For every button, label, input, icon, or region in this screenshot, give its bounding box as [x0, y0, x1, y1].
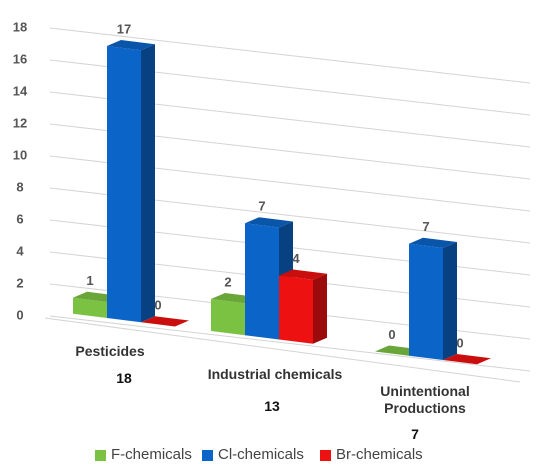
bar-top — [245, 217, 293, 228]
bar-top — [443, 354, 491, 365]
legend-swatch — [95, 450, 106, 461]
category-total: 18 — [116, 370, 132, 386]
x-tick-label: Unintentional Productions — [380, 383, 470, 416]
bar-front — [279, 275, 313, 344]
x-tick-label: Industrial chemicals — [207, 366, 343, 382]
legend-label: Br-chemicals — [336, 446, 423, 463]
bar — [279, 269, 327, 344]
y-tick-label: 12 — [13, 115, 27, 130]
data-label: 0 — [456, 335, 463, 350]
legend-swatch — [202, 450, 213, 461]
y-tick-label: 0 — [16, 307, 23, 322]
data-label: 1 — [86, 273, 93, 288]
x-tick-label: Pesticides — [75, 343, 145, 359]
y-tick-label: 6 — [16, 211, 23, 226]
y-tick-label: 18 — [13, 19, 27, 34]
data-label: 4 — [292, 251, 300, 266]
legend-label: Cl-chemicals — [218, 446, 304, 463]
bar-front — [211, 299, 245, 336]
category-total: 13 — [264, 398, 280, 414]
grid-line — [49, 315, 531, 372]
data-label: 2 — [224, 274, 231, 289]
y-tick-label: 8 — [16, 179, 23, 194]
bar-top — [279, 269, 327, 280]
bar-front — [409, 243, 443, 360]
bar — [409, 237, 457, 360]
y-tick-label: 16 — [13, 51, 27, 66]
bar-front — [107, 46, 141, 323]
bar — [443, 354, 491, 365]
bar — [107, 40, 155, 323]
grid-line — [49, 27, 531, 84]
bar-side — [141, 44, 155, 323]
bar-front — [245, 223, 279, 340]
data-label: 7 — [422, 219, 429, 234]
legend-label: F-chemicals — [111, 446, 192, 463]
y-tick-label: 2 — [16, 275, 23, 290]
bar-top — [107, 40, 155, 51]
category-total: 7 — [411, 426, 419, 442]
data-label: 0 — [388, 327, 395, 342]
y-tick-label: 14 — [13, 83, 28, 98]
bar-top — [141, 316, 189, 327]
data-label: 0 — [154, 298, 161, 313]
bar-side — [313, 273, 327, 344]
legend-swatch — [320, 450, 331, 461]
data-label: 17 — [117, 21, 131, 36]
bar-front — [73, 297, 107, 318]
bar-top — [409, 237, 457, 248]
y-tick-label: 10 — [13, 147, 27, 162]
bar — [141, 316, 189, 327]
data-label: 7 — [258, 199, 265, 214]
floor-edge — [44, 317, 521, 383]
bar-side — [443, 242, 457, 360]
y-tick-label: 4 — [16, 243, 24, 258]
